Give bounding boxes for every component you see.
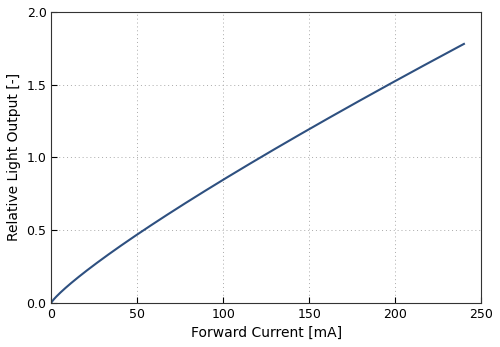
X-axis label: Forward Current [mA]: Forward Current [mA] [190, 326, 342, 340]
Y-axis label: Relative Light Output [-]: Relative Light Output [-] [7, 73, 21, 242]
